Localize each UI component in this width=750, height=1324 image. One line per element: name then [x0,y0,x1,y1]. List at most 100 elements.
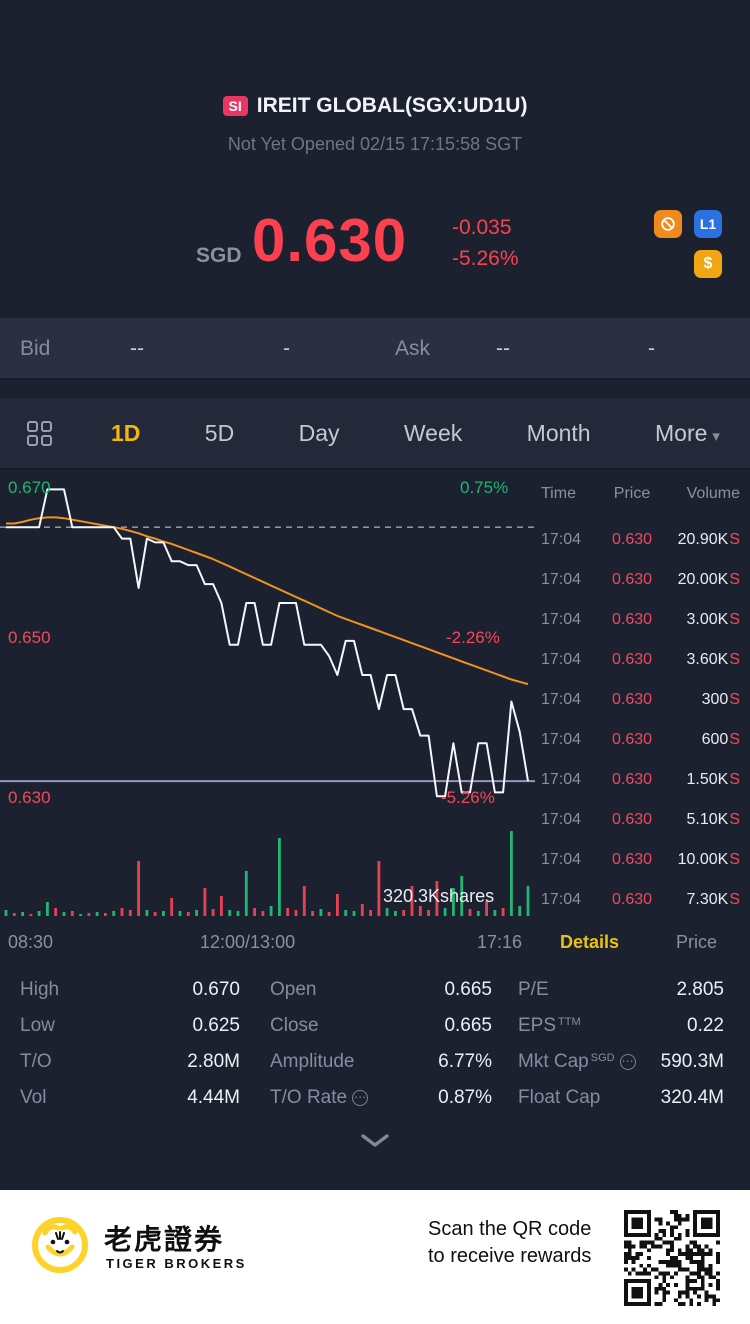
last-price: 0.630 [252,207,408,274]
price-change: -0.035 -5.26% [452,212,519,274]
trade-volume: 300S [701,691,740,708]
chart-high-pct-label: 0.75% [460,478,509,497]
stat-label-text: EPS [518,1015,557,1036]
bid-label: Bid [20,337,51,360]
chart-mid-price-label: 0.650 [8,628,51,647]
stat-value: 590.3M [660,1051,724,1072]
titlebar: SI IREIT GLOBAL(SGX:UD1U) [0,94,750,118]
trade-ticker-panel: Time Price Volume 17:04 0.630 20.90KS 17:04… [535,470,750,922]
trade-volume: 10.00KS [677,851,740,868]
trade-volume: 5.10KS [686,811,740,828]
trade-volume: 600S [701,731,740,748]
l1-quote-badge[interactable]: L1 [694,210,722,238]
trade-time: 17:04 [541,531,582,548]
chart-area: 0.670 0.75% 0.650 -2.26% 0.630 -5.26% 32… [0,470,750,922]
trade-price: 0.630 [611,651,653,668]
trade-row[interactable]: 17:04 0.630 1.50KS [541,760,740,800]
trade-price: 0.630 [611,891,653,908]
stat-label: T/O Rate [270,1087,369,1109]
trade-row[interactable]: 17:04 0.630 7.30KS [541,880,740,920]
trade-side-flag: S [729,851,740,868]
trade-time: 17:04 [541,851,582,868]
trade-volume: 3.00KS [686,611,740,628]
chart-low-price-label: 0.630 [8,788,51,807]
stat-label-text: T/O Rate [270,1087,348,1108]
trade-volume: 7.30KS [686,891,740,908]
currency-dollar-badge[interactable]: $ [694,250,722,278]
stat-label: Vol [20,1087,47,1108]
tab-5d[interactable]: 5D [204,419,235,446]
bid-size: - [283,337,290,360]
trade-row[interactable]: 17:04 0.630 20.90KS [541,520,740,560]
stat-label: T/O [20,1051,52,1072]
chevron-down-icon: ▾ [712,427,720,445]
stat-value: 4.44M [187,1087,240,1108]
brand-name-chinese: 老虎證券 [104,1224,225,1255]
tab-more[interactable]: More ▾ [655,419,720,446]
trade-time: 17:04 [541,771,582,788]
tab-1d[interactable]: 1D [111,419,141,446]
stat-value: 0.625 [192,1015,240,1036]
trade-side-flag: S [729,691,740,708]
stat-value: 2.805 [676,979,724,1000]
trade-side-flag: S [729,651,740,668]
stat-label: Float Cap [518,1087,601,1108]
axis-row: 08:30 12:00/13:00 17:16 Details Price [0,924,750,960]
trading-halt-icon[interactable] [654,210,682,238]
grid-layout-icon[interactable] [26,420,53,447]
trade-volume: 3.60KS [686,651,740,668]
change-value: -0.035 [452,216,512,239]
trade-side-flag: S [729,611,740,628]
stat-label-sup: TTM [558,1015,581,1028]
trade-price: 0.630 [611,851,653,868]
trade-header-price: Price [613,485,651,502]
tab-week[interactable]: Week [403,419,463,446]
trade-row[interactable]: 17:04 0.630 300S [541,680,740,720]
volume-share-label: 320.3Kshares [383,886,495,906]
trade-row[interactable]: 17:04 0.630 20.00KS [541,560,740,600]
brand-name-english: TIGER BROKERS [106,1256,247,1271]
trade-side-flag: S [729,891,740,908]
tab-day[interactable]: Day [298,419,340,446]
footer-banner: 老虎證券 TIGER BROKERS Scan the QR code to r… [0,1190,750,1324]
trade-row[interactable]: 17:04 0.630 600S [541,720,740,760]
ask-price: -- [496,337,510,360]
tab-details[interactable]: Details [560,932,620,952]
stat-value: 2.80M [187,1051,240,1072]
period-tabs: 1D 5D Day Week Month More ▾ [111,420,720,447]
stat-label: Close [270,1015,319,1036]
stat-label: Open [270,979,317,1000]
trade-side-flag: S [729,731,740,748]
info-icon[interactable] [352,1090,369,1106]
trade-time: 17:04 [541,691,582,708]
tab-price[interactable]: Price [676,932,718,952]
trade-time: 17:04 [541,731,582,748]
stat-value: 0.665 [444,1015,492,1036]
stat-eps: EPS TTM 0.22 [502,1008,750,1044]
trade-side-flag: S [729,811,740,828]
stat-open: Open 0.665 [250,972,502,1008]
tiger-brokers-logo [32,1217,88,1273]
quote-section: SGD 0.630 -0.035 -5.26% L1 $ [0,198,750,308]
tab-month[interactable]: Month [526,419,591,446]
trade-row[interactable]: 17:04 0.630 5.10KS [541,800,740,840]
ask-size: - [648,337,655,360]
trade-row[interactable]: 17:04 0.630 3.00KS [541,600,740,640]
trade-price: 0.630 [611,771,653,788]
stat-label: High [20,979,60,1000]
trade-row[interactable]: 17:04 0.630 10.00KS [541,840,740,880]
trade-row[interactable]: 17:04 0.630 3.60KS [541,640,740,680]
expand-details-button[interactable] [0,1126,750,1156]
market-badge: SI [222,96,248,116]
stat-amplitude: Amplitude 6.77% [250,1044,502,1080]
trade-volume: 20.90KS [677,531,740,548]
trade-side-flag: S [729,531,740,548]
stat-value: 320.4M [660,1087,724,1108]
info-icon[interactable] [619,1054,636,1070]
x-tick-open: 08:30 [8,932,54,952]
intraday-chart-svg[interactable] [0,470,535,922]
trade-side-flag: S [729,771,740,788]
stat-label: Amplitude [270,1051,355,1072]
stat-value: 0.87% [438,1087,492,1108]
